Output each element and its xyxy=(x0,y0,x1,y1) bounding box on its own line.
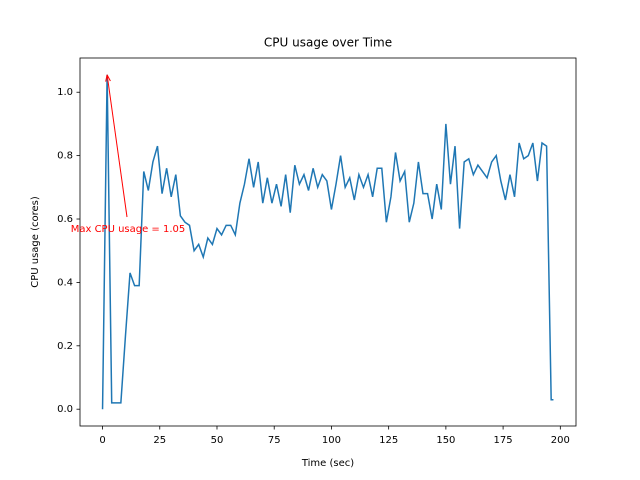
data-line xyxy=(101,74,554,410)
y-tick-label: 0.4 xyxy=(57,277,73,288)
annotation-arrowhead xyxy=(105,74,111,82)
y-tick-label: 1.0 xyxy=(57,87,73,98)
x-tick-label: 75 xyxy=(268,435,281,446)
x-tick-label: 150 xyxy=(436,435,455,446)
x-tick-label: 125 xyxy=(379,435,398,446)
annotation-text: Max CPU usage = 1.05 xyxy=(71,224,186,235)
y-axis-label: CPU usage (cores) xyxy=(30,196,41,288)
y-tick-label: 0.6 xyxy=(57,214,73,225)
y-tick-label: 0.8 xyxy=(57,151,73,162)
y-tick-label: 0.0 xyxy=(57,404,73,415)
x-tick-label: 25 xyxy=(153,435,166,446)
plot-frame xyxy=(79,57,577,427)
x-axis-label: Time (sec) xyxy=(301,458,354,469)
x-tick-label: 50 xyxy=(211,435,224,446)
x-tick-label: 175 xyxy=(494,435,513,446)
annotation-arrow xyxy=(106,74,128,218)
x-tick-label: 0 xyxy=(99,435,105,446)
chart-title: CPU usage over Time xyxy=(264,36,392,50)
x-tick-label: 100 xyxy=(322,435,341,446)
x-tick-label: 200 xyxy=(551,435,570,446)
y-tick-label: 0.2 xyxy=(57,341,73,352)
